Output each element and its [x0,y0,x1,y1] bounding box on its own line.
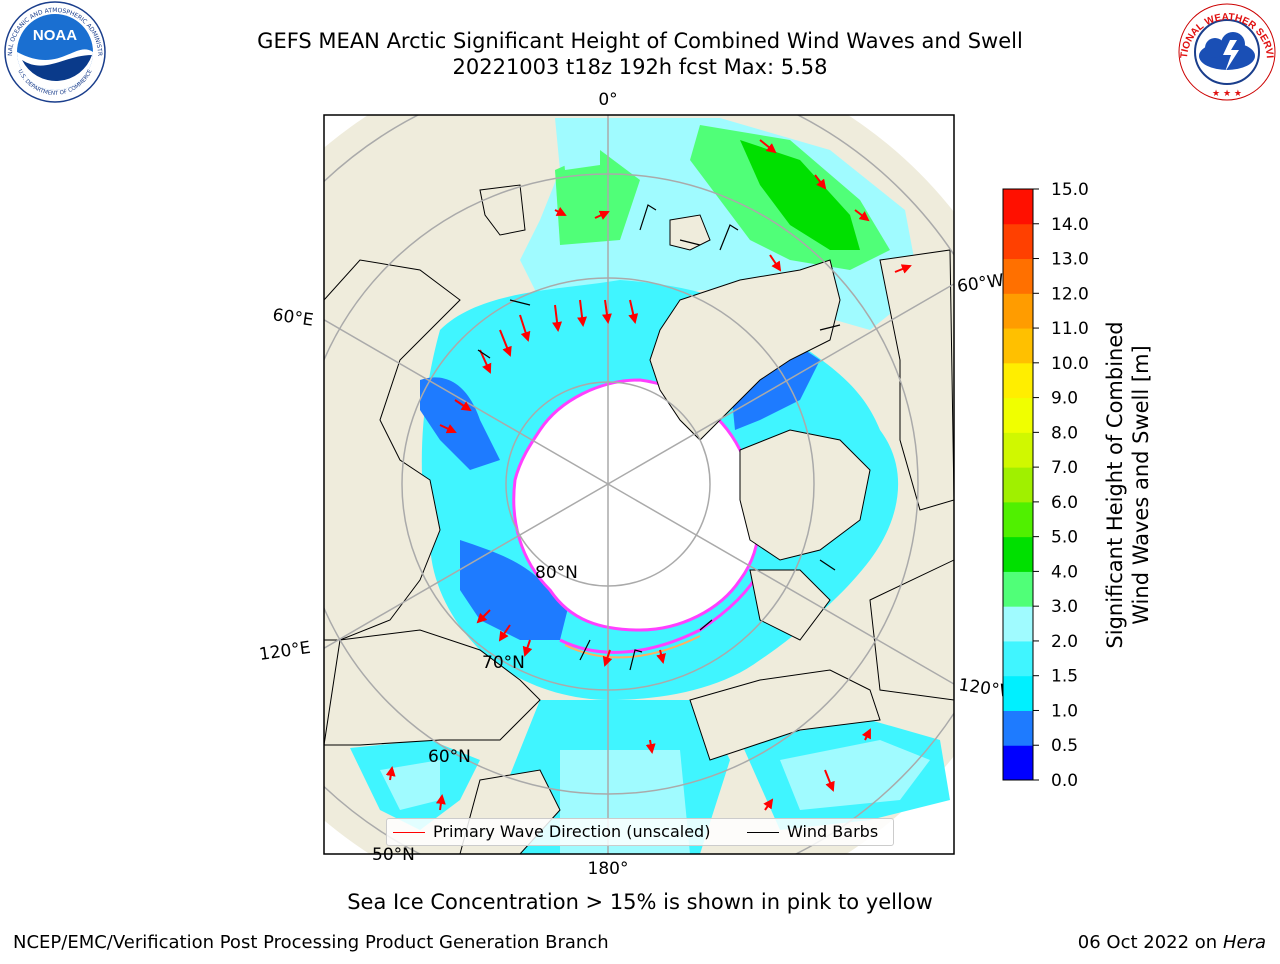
map-legend: Primary Wave Direction (unscaled) Wind B… [386,818,894,846]
colorbar-tick-label: 3.0 [1051,597,1078,617]
map-title: GEFS MEAN Arctic Significant Height of C… [257,29,1023,53]
colorbar-label-line1: Significant Height of Combined [1103,321,1127,649]
lon-label-0: 0° [598,90,617,110]
noaa-logo: NOAA NATIONAL OCEANIC AND ATMOSPHERIC AD… [0,0,110,109]
nws-logo: NATIONAL WEATHER SERVICE ★ ★ ★ [1171,0,1280,109]
legend-red-line [393,832,425,833]
wave-zone-dark-green [740,140,860,250]
legend-wind-barbs: Wind Barbs [747,822,878,841]
colorbar-tick-label: 1.0 [1051,701,1078,721]
lat-label-60: 60°N [428,747,471,767]
colorbar-frame [1002,188,1034,781]
footer-org: NCEP/EMC/Verification Post Processing Pr… [13,932,609,953]
colorbar-tick-label: 15.0 [1051,180,1089,200]
colorbar-tick-label: 0.5 [1051,736,1078,756]
lon-label-180: 180° [588,859,629,879]
colorbar-segment [1003,467,1033,503]
colorbar-segment [1003,640,1033,677]
colorbar-segment [1003,293,1033,329]
colorbar-tick-label: 11.0 [1051,319,1089,339]
colorbar-segment [1003,501,1033,538]
colorbar-segment [1003,328,1033,364]
colorbar-segment [1003,258,1033,294]
ice-edge [512,378,761,632]
canadian-archipelago [739,429,871,561]
colorbar-tick-label: 1.5 [1051,667,1078,687]
colorbar-segment [1003,189,1033,225]
legend-primary-wave: Primary Wave Direction (unscaled) [393,822,710,841]
colorbar-segment [1003,745,1033,781]
colorbar-tick-label: 8.0 [1051,423,1078,443]
colorbar-tick-label: 14.0 [1051,215,1089,235]
wave-arrows [385,139,912,811]
colorbar-segment [1003,675,1033,711]
colorbar-segment [1003,432,1033,468]
colorbar-segment [1003,397,1033,433]
greenland [649,259,841,441]
colorbar-label: Significant Height of Combined Wind Wave… [1102,321,1154,648]
colorbar-tick-label: 9.0 [1051,389,1078,409]
sea-ice-region [513,380,759,630]
colorbar-tick-label: 10.0 [1051,354,1089,374]
colorbar-segment [1003,710,1033,746]
colorbar-tick-label: 4.0 [1051,562,1078,582]
colorbar-segment [1003,223,1033,260]
colorbar-segment [1003,571,1033,607]
footer-date: 06 Oct 2022 on Hera [1078,932,1266,953]
colorbar-segment [1003,606,1033,642]
legend-black-line [747,832,779,833]
noaa-logo-text: NOAA [33,27,77,44]
lon-label-120e: 120°E [258,638,312,665]
caption: Sea Ice Concentration > 15% is shown in … [347,890,933,914]
wave-zone-blue-baffin [730,340,820,430]
colorbar-tick-label: 5.0 [1051,528,1078,548]
graticule [324,115,954,854]
colorbar-label-line2: Wind Waves and Swell [m] [1129,345,1153,625]
alaska [689,669,881,761]
nws-stars: ★ ★ ★ [1212,89,1242,99]
lon-label-60e: 60°E [271,305,314,330]
colorbar-segment [1003,536,1033,572]
map-subtitle: 20221003 t18z 192h fcst Max: 5.58 [452,55,828,79]
siberia-west [324,259,461,641]
siberia-east [324,629,541,746]
footer-date-text: 06 Oct 2022 on [1077,932,1218,953]
lat-label-50: 50°N [372,845,415,865]
colorbar-tick-label: 0.0 [1051,771,1078,791]
wind-barbs [477,204,841,671]
colorbar [1003,189,1033,781]
colorbar-segment [1003,362,1033,399]
lat-label-70: 70°N [482,653,525,673]
colorbar-ticks: 0.0 0.5 1.0 1.5 2.0 3.0 4.0 5.0 6.0 7.0 8.0 9.0 10.0… [1033,180,1089,791]
wave-zone-blue-kara [420,377,500,470]
lon-label-60w: 60°W [956,271,1005,297]
colorbar-tick-label: 13.0 [1051,250,1089,270]
legend-primary-wave-label: Primary Wave Direction (unscaled) [433,822,711,841]
colorbar-tick-label: 2.0 [1051,632,1078,652]
north-america-west [869,559,954,701]
lat-label-80: 80°N [535,563,578,583]
colorbar-tick-label: 7.0 [1051,458,1078,478]
legend-wind-barbs-label: Wind Barbs [787,822,879,841]
colorbar-tick-label: 12.0 [1051,284,1089,304]
colorbar-tick-label: 6.0 [1051,493,1078,513]
footer-host: Hera [1222,932,1266,953]
map-frame [323,114,955,855]
wave-zone-blue-laptev [460,540,570,640]
